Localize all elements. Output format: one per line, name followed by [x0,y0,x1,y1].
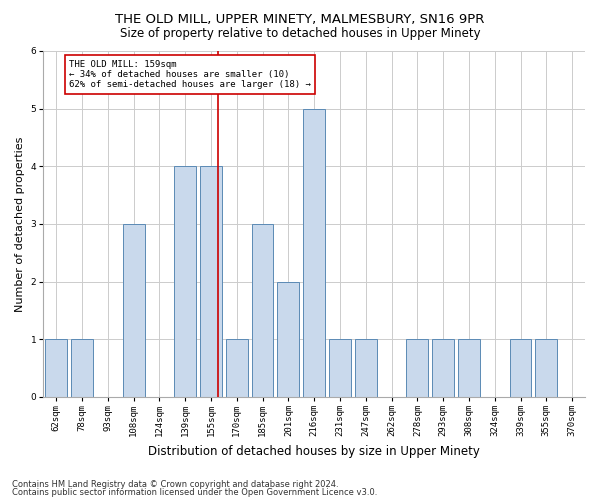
Y-axis label: Number of detached properties: Number of detached properties [15,136,25,312]
Bar [509,340,532,397]
Text: Size of property relative to detached houses in Upper Minety: Size of property relative to detached ho… [119,28,481,40]
Bar [174,166,196,397]
Text: Contains public sector information licensed under the Open Government Licence v3: Contains public sector information licen… [12,488,377,497]
Bar [303,108,325,397]
Bar [71,340,93,397]
Bar [226,340,248,397]
Bar [458,340,480,397]
Text: THE OLD MILL: 159sqm
← 34% of detached houses are smaller (10)
62% of semi-detac: THE OLD MILL: 159sqm ← 34% of detached h… [69,60,311,90]
X-axis label: Distribution of detached houses by size in Upper Minety: Distribution of detached houses by size … [148,444,480,458]
Bar [432,340,454,397]
Bar [355,340,377,397]
Text: Contains HM Land Registry data © Crown copyright and database right 2024.: Contains HM Land Registry data © Crown c… [12,480,338,489]
Bar [45,340,67,397]
Bar [122,224,145,397]
Bar [200,166,222,397]
Text: THE OLD MILL, UPPER MINETY, MALMESBURY, SN16 9PR: THE OLD MILL, UPPER MINETY, MALMESBURY, … [115,12,485,26]
Bar [251,224,274,397]
Bar [329,340,351,397]
Bar [535,340,557,397]
Bar [277,282,299,397]
Bar [406,340,428,397]
